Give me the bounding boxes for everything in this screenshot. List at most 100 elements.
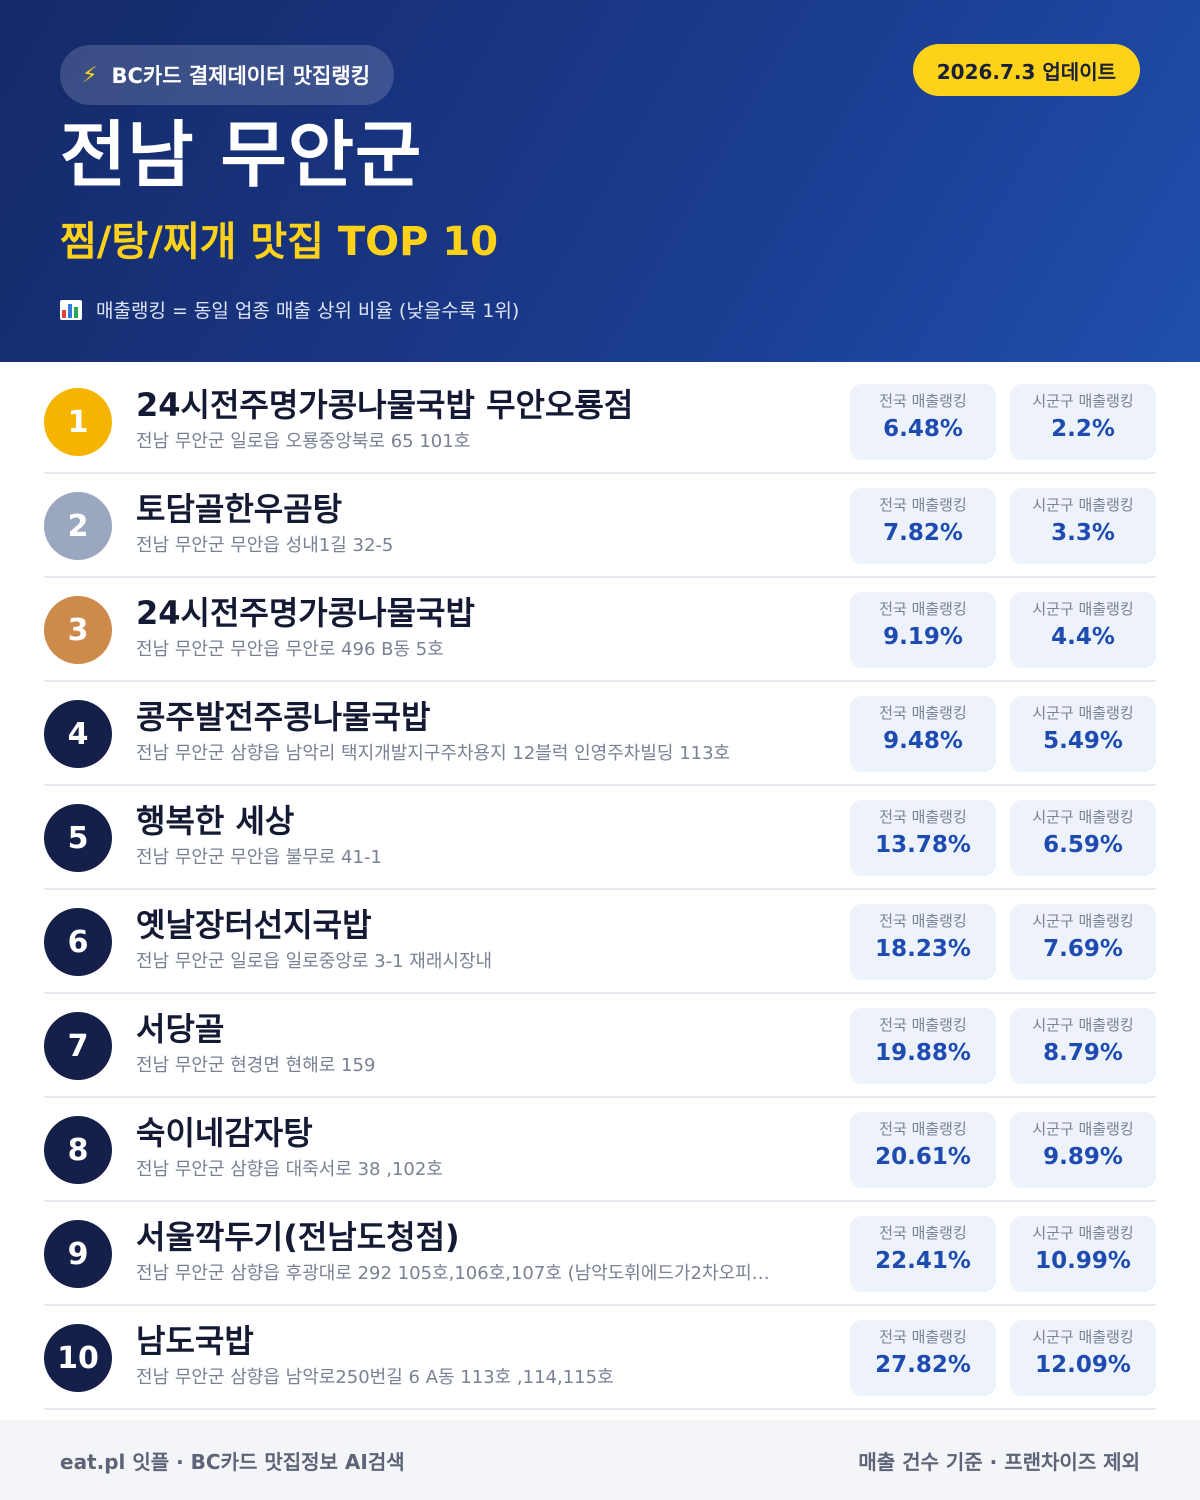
list-item[interactable]: 7 서당골 전남 무안군 현경면 현해로 159 전국 매출랭킹 19.88% 시군구 매… — [44, 994, 1156, 1098]
update-date-badge: 2026.7.3 업데이트 — [912, 44, 1140, 96]
restaurant-address: 전남 무안군 무안읍 성내1길 32-5 — [136, 535, 394, 556]
local-ranking-value: 4.4% — [1051, 624, 1115, 650]
restaurant-address: 전남 무안군 삼향읍 대죽서로 38 ,102호 — [136, 1159, 443, 1180]
local-ranking-box: 시군구 매출랭킹 3.3% — [1010, 488, 1156, 564]
national-ranking-box: 전국 매출랭킹 20.61% — [850, 1112, 996, 1188]
local-ranking-label: 시군구 매출랭킹 — [1032, 704, 1134, 722]
local-ranking-label: 시군구 매출랭킹 — [1032, 808, 1134, 826]
rank-badge: 6 — [44, 908, 112, 976]
local-ranking-label: 시군구 매출랭킹 — [1032, 392, 1134, 410]
list-item[interactable]: 10 남도국밥 전남 무안군 삼향읍 남악로250번길 6 A동 113호 ,114… — [44, 1306, 1156, 1410]
lightning-bolt-icon: ⚡ — [82, 62, 98, 88]
national-ranking-value: 18.23% — [875, 936, 971, 962]
restaurant-address: 전남 무안군 현경면 현해로 159 — [136, 1055, 376, 1076]
footer-criteria: 매출 건수 기준 · 프랜차이즈 제외 — [858, 1450, 1140, 1474]
rank-badge: 1 — [44, 388, 112, 456]
local-ranking-box: 시군구 매출랭킹 12.09% — [1010, 1320, 1156, 1396]
national-ranking-value: 22.41% — [875, 1248, 971, 1274]
local-ranking-box: 시군구 매출랭킹 4.4% — [1010, 592, 1156, 668]
restaurant-address: 전남 무안군 무안읍 무안로 496 B동 5호 — [136, 639, 444, 660]
rank-badge: 3 — [44, 596, 112, 664]
national-ranking-box: 전국 매출랭킹 27.82% — [850, 1320, 996, 1396]
local-ranking-value: 8.79% — [1043, 1040, 1123, 1066]
list-item[interactable]: 9 서울깍두기(전남도청점) 전남 무안군 삼향읍 후광대로 292 105호,10… — [44, 1202, 1156, 1306]
restaurant-address: 전남 무안군 삼향읍 후광대로 292 105호,106호,107호 (남악도휘… — [136, 1263, 770, 1284]
local-ranking-box: 시군구 매출랭킹 2.2% — [1010, 384, 1156, 460]
rank-badge: 9 — [44, 1220, 112, 1288]
list-item[interactable]: 8 숙이네감자탕 전남 무안군 삼향읍 대죽서로 38 ,102호 전국 매출랭킹 20… — [44, 1098, 1156, 1202]
local-ranking-label: 시군구 매출랭킹 — [1032, 496, 1134, 514]
national-ranking-box: 전국 매출랭킹 6.48% — [850, 384, 996, 460]
restaurant-address: 전남 무안군 일로읍 일로중앙로 3-1 재래시장내 — [136, 951, 493, 972]
national-ranking-box: 전국 매출랭킹 9.48% — [850, 696, 996, 772]
local-ranking-value: 2.2% — [1051, 416, 1115, 442]
national-ranking-value: 27.82% — [875, 1352, 971, 1378]
national-ranking-value: 6.48% — [883, 416, 963, 442]
restaurant-address: 전남 무안군 삼향읍 남악리 택지개발지구주차용지 12블럭 인영주차빌딩 11… — [136, 743, 731, 764]
local-ranking-label: 시군구 매출랭킹 — [1032, 912, 1134, 930]
list-item[interactable]: 1 24시전주명가콩나물국밥 무안오룡점 전남 무안군 일로읍 오룡중앙북로 65 … — [44, 370, 1156, 474]
local-ranking-value: 3.3% — [1051, 520, 1115, 546]
local-ranking-box: 시군구 매출랭킹 7.69% — [1010, 904, 1156, 980]
national-ranking-label: 전국 매출랭킹 — [879, 1224, 967, 1242]
national-ranking-box: 전국 매출랭킹 13.78% — [850, 800, 996, 876]
ranking-note-text: 매출랭킹 = 동일 업종 매출 상위 비율 (낮을수록 1위) — [96, 300, 520, 322]
ranking-note: 매출랭킹 = 동일 업종 매출 상위 비율 (낮을수록 1위) — [60, 296, 519, 323]
local-ranking-value: 6.59% — [1043, 832, 1123, 858]
rank-badge: 2 — [44, 492, 112, 560]
national-ranking-box: 전국 매출랭킹 19.88% — [850, 1008, 996, 1084]
national-ranking-label: 전국 매출랭킹 — [879, 808, 967, 826]
source-badge-label: BC카드 결제데이터 맛집랭킹 — [111, 64, 371, 88]
restaurant-name[interactable]: 남도국밥 — [136, 1322, 254, 1360]
national-ranking-label: 전국 매출랭킹 — [879, 1016, 967, 1034]
local-ranking-label: 시군구 매출랭킹 — [1032, 600, 1134, 618]
local-ranking-value: 12.09% — [1035, 1352, 1131, 1378]
restaurant-name[interactable]: 토담골한우곰탕 — [136, 490, 343, 528]
national-ranking-box: 전국 매출랭킹 9.19% — [850, 592, 996, 668]
page-title: 전남 무안군 — [60, 113, 423, 197]
national-ranking-value: 9.48% — [883, 728, 963, 754]
national-ranking-box: 전국 매출랭킹 18.23% — [850, 904, 996, 980]
local-ranking-box: 시군구 매출랭킹 5.49% — [1010, 696, 1156, 772]
local-ranking-value: 9.89% — [1043, 1144, 1123, 1170]
national-ranking-label: 전국 매출랭킹 — [879, 1328, 967, 1346]
national-ranking-box: 전국 매출랭킹 7.82% — [850, 488, 996, 564]
national-ranking-label: 전국 매출랭킹 — [879, 704, 967, 722]
local-ranking-box: 시군구 매출랭킹 9.89% — [1010, 1112, 1156, 1188]
restaurant-name[interactable]: 숙이네감자탕 — [136, 1114, 313, 1152]
local-ranking-label: 시군구 매출랭킹 — [1032, 1120, 1134, 1138]
local-ranking-box: 시군구 매출랭킹 10.99% — [1010, 1216, 1156, 1292]
local-ranking-label: 시군구 매출랭킹 — [1032, 1224, 1134, 1242]
restaurant-name[interactable]: 행복한 세상 — [136, 802, 295, 840]
national-ranking-value: 20.61% — [875, 1144, 971, 1170]
local-ranking-box: 시군구 매출랭킹 8.79% — [1010, 1008, 1156, 1084]
restaurant-name[interactable]: 콩주발전주콩나물국밥 — [136, 698, 431, 736]
footer-source: eat.pl 잇플 · BC카드 맛집정보 AI검색 — [60, 1450, 405, 1474]
header-banner: ⚡ BC카드 결제데이터 맛집랭킹 2026.7.3 업데이트 전남 무안군 찜… — [0, 0, 1200, 362]
list-item[interactable]: 5 행복한 세상 전남 무안군 무안읍 불무로 41-1 전국 매출랭킹 13.78% 시… — [44, 786, 1156, 890]
national-ranking-label: 전국 매출랭킹 — [879, 600, 967, 618]
local-ranking-value: 10.99% — [1035, 1248, 1131, 1274]
restaurant-name[interactable]: 24시전주명가콩나물국밥 무안오룡점 — [136, 386, 634, 424]
restaurant-name[interactable]: 서울깍두기(전남도청점) — [136, 1218, 460, 1256]
restaurant-name[interactable]: 옛날장터선지국밥 — [136, 906, 372, 944]
source-badge: ⚡ BC카드 결제데이터 맛집랭킹 — [60, 45, 395, 105]
local-ranking-box: 시군구 매출랭킹 6.59% — [1010, 800, 1156, 876]
restaurant-name[interactable]: 24시전주명가콩나물국밥 — [136, 594, 475, 632]
national-ranking-label: 전국 매출랭킹 — [879, 496, 967, 514]
national-ranking-box: 전국 매출랭킹 22.41% — [850, 1216, 996, 1292]
national-ranking-label: 전국 매출랭킹 — [879, 392, 967, 410]
national-ranking-value: 7.82% — [883, 520, 963, 546]
restaurant-address: 전남 무안군 무안읍 불무로 41-1 — [136, 847, 382, 868]
page-subtitle: 찜/탕/찌개 맛집 TOP 10 — [60, 219, 499, 265]
footer: eat.pl 잇플 · BC카드 맛집정보 AI검색 매출 건수 기준 · 프랜… — [0, 1420, 1200, 1500]
rank-badge: 4 — [44, 700, 112, 768]
local-ranking-label: 시군구 매출랭킹 — [1032, 1016, 1134, 1034]
rank-badge: 10 — [44, 1324, 112, 1392]
restaurant-name[interactable]: 서당골 — [136, 1010, 225, 1048]
restaurant-list: 1 24시전주명가콩나물국밥 무안오룡점 전남 무안군 일로읍 오룡중앙북로 65 … — [44, 370, 1156, 1410]
